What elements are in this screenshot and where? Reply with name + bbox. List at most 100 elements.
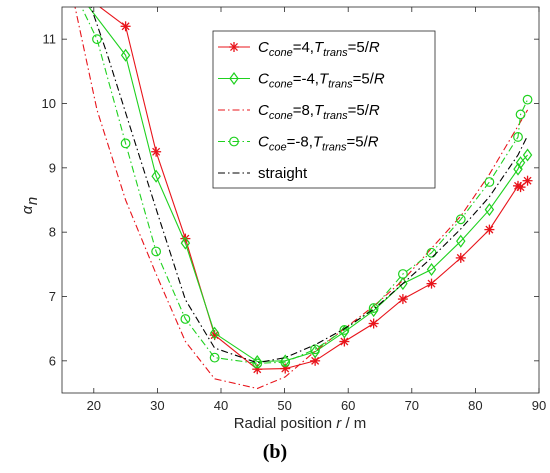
data-point — [484, 203, 495, 217]
y-axis: 6 7 8 9 10 11 — [42, 32, 539, 368]
data-point — [151, 146, 162, 157]
legend-label-part: coe — [269, 142, 287, 154]
y-tick-label: 11 — [43, 32, 57, 47]
legend-label: Ccoe=-8,Ttrans=5/R — [258, 134, 379, 154]
chart: 20 30 40 50 60 70 80 90 6 7 8 9 10 11 Radial positio… — [19, 6, 546, 432]
x-axis-title: Radial position r / m — [234, 415, 367, 432]
legend-label-part: trans — [323, 110, 348, 122]
data-point — [92, 34, 102, 45]
legend-marker — [229, 71, 239, 86]
data-point — [368, 318, 379, 329]
legend-label-part: R — [374, 71, 385, 88]
y-tick-label: 7 — [49, 289, 56, 304]
series-line — [88, 7, 529, 363]
legend-label-part: =5/ — [348, 102, 370, 119]
data-point — [513, 132, 523, 142]
data-point — [426, 278, 437, 289]
legend-label-text: straight — [258, 165, 308, 182]
legend-label-part: =-8, — [287, 134, 313, 151]
legend-label: Ccone=4,Ttrans=5/R — [258, 39, 380, 59]
data-point — [426, 247, 437, 258]
legend-label-part: T — [314, 102, 325, 119]
x-axis: 20 30 40 50 60 70 80 90 — [87, 7, 546, 413]
data-point — [280, 357, 291, 368]
legend-label-part: cone — [269, 47, 293, 59]
legend-item: straight — [218, 165, 308, 182]
data-point — [209, 352, 220, 363]
data-point — [455, 252, 466, 263]
data-point — [368, 304, 379, 318]
legend-label-part: T — [314, 39, 325, 56]
legend-marker — [229, 136, 239, 147]
series-4 — [80, 7, 533, 369]
legend-label-part: =5/ — [353, 71, 375, 88]
x-tick-label: 50 — [277, 398, 291, 413]
x-tick-label: 40 — [214, 398, 228, 413]
x-tick-label: 30 — [150, 398, 164, 413]
series-line — [80, 7, 529, 364]
x-axis-title-var: r — [336, 415, 342, 432]
y-tick-label: 9 — [49, 160, 56, 175]
legend-label: straight — [258, 165, 308, 182]
legend-label-part: R — [369, 102, 380, 119]
x-tick-label: 60 — [341, 398, 355, 413]
data-point — [484, 177, 495, 187]
x-tick-label: 20 — [87, 398, 101, 413]
legend-item: Ccone=-4,Ttrans=5/R — [218, 71, 385, 91]
y-axis-title-sub: n — [24, 197, 41, 205]
data-point — [515, 182, 526, 193]
legend-label-part: R — [368, 134, 379, 151]
legend-label-part: cone — [269, 79, 293, 91]
series-line — [90, 7, 529, 364]
data-point — [180, 314, 191, 324]
legend-label: Ccone=-4,Ttrans=5/R — [258, 71, 385, 91]
plot-frame — [61, 6, 540, 394]
legend-label-part: trans — [328, 79, 353, 91]
legend-label-part: =4, — [293, 39, 314, 56]
data-point — [339, 336, 350, 347]
data-point — [151, 169, 161, 183]
legend-label-part: cone — [269, 110, 293, 122]
data-point — [310, 345, 320, 359]
data-point — [456, 234, 466, 248]
panel-caption: (b) — [262, 441, 288, 463]
legend-label-part: C — [258, 134, 269, 151]
legend-label-part: =5/ — [347, 134, 369, 151]
x-axis-title-text: Radial position — [234, 415, 332, 432]
legend-item: Ccone=4,Ttrans=5/R — [218, 39, 380, 59]
x-axis-title-unit: m — [354, 415, 367, 432]
data-point — [484, 224, 495, 235]
data-point — [120, 48, 131, 62]
data-point — [397, 269, 408, 279]
data-point — [120, 21, 131, 32]
data-point — [515, 156, 526, 170]
data-point — [426, 262, 437, 277]
x-tick-label: 90 — [532, 398, 546, 413]
legend-label-part: C — [258, 102, 269, 119]
y-tick-label: 8 — [49, 225, 56, 240]
data-point — [455, 214, 466, 225]
y-axis-title-main: α — [19, 205, 36, 214]
series-3 — [74, 7, 529, 390]
x-tick-label: 80 — [468, 398, 482, 413]
data-point — [310, 344, 321, 355]
legend-label-part: trans — [323, 47, 348, 59]
data-point — [151, 246, 162, 257]
legend-marker — [229, 42, 239, 52]
series-5 — [90, 7, 529, 364]
legend-item: Ccoe=-8,Ttrans=5/R — [218, 134, 379, 154]
legend-label-part: =8, — [293, 102, 314, 119]
data-point — [397, 294, 408, 305]
y-tick-label: 6 — [49, 353, 56, 368]
data-point — [515, 109, 526, 120]
data-point — [120, 138, 131, 149]
series-line — [74, 7, 529, 390]
legend-label-part: =-4, — [293, 71, 319, 88]
x-tick-label: 70 — [405, 398, 419, 413]
data-point — [368, 303, 379, 313]
legend-label-part: =5/ — [348, 39, 370, 56]
data-point — [522, 94, 533, 105]
data-point — [339, 325, 350, 339]
legend-label: Ccone=8,Ttrans=5/R — [258, 102, 380, 122]
data-point — [180, 236, 191, 250]
